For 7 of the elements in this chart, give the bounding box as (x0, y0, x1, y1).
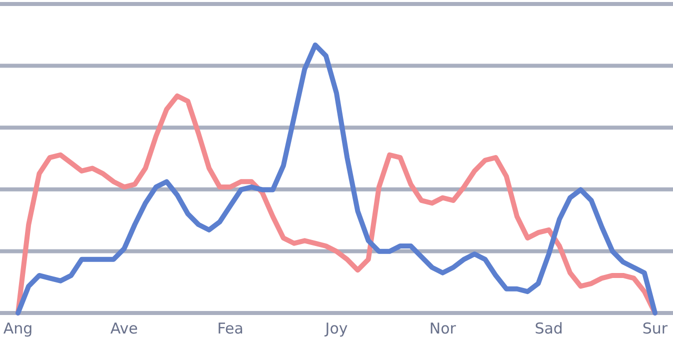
x-tick-label: Nor (429, 320, 457, 338)
x-tick-label: Sad (534, 320, 563, 338)
x-tick-label: Sur (642, 320, 668, 338)
x-tick-label: Joy (324, 320, 348, 338)
x-tick-label: Ang (3, 320, 33, 338)
x-tick-label: Fea (217, 320, 244, 338)
x-tick-label: Ave (110, 320, 138, 338)
